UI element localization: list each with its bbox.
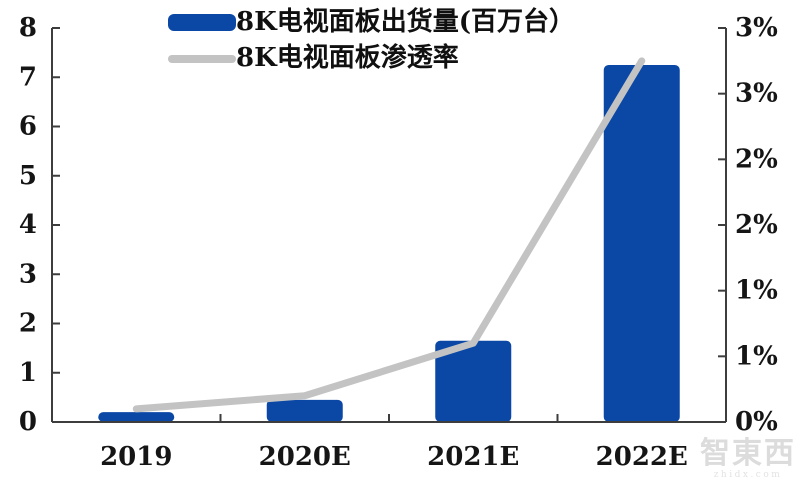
x-axis-label-2021E: 2021E	[427, 442, 519, 472]
bar-2020E	[266, 399, 343, 422]
left-axis-tick-label: 1	[19, 358, 37, 388]
legend-label-penetration: 8K电视面板渗透率	[236, 43, 459, 74]
left-axis-tick-label: 3	[19, 259, 37, 289]
x-axis-label-2022E: 2022E	[596, 442, 688, 472]
left-axis-tick-label: 6	[19, 112, 37, 142]
right-axis-tick-label: 1%	[735, 341, 778, 371]
right-axis-tick-label: 3%	[735, 13, 778, 43]
left-axis-tick-label: 8	[19, 13, 37, 43]
right-axis-tick-label: 0%	[735, 407, 778, 437]
right-axis-tick-label: 3%	[735, 79, 778, 109]
bar-2022E	[603, 64, 680, 422]
legend-bar-swatch-icon	[168, 14, 236, 31]
legend-item-penetration: 8K电视面板渗透率	[168, 42, 575, 75]
legend-label-shipments: 8K电视面板出货量(百万台）	[236, 7, 575, 38]
left-axis-tick-label: 4	[19, 210, 37, 240]
left-axis-tick-label: 2	[19, 309, 37, 339]
penetration-line	[132, 57, 646, 413]
left-axis-tick-label: 7	[19, 62, 37, 92]
bar-2019	[98, 412, 175, 422]
bar-2021E	[435, 340, 512, 422]
right-axis-tick-label: 1%	[735, 276, 778, 306]
left-axis-tick-label: 5	[19, 161, 37, 191]
legend-line-swatch-icon	[168, 54, 236, 63]
right-axis-tick-label: 2%	[735, 210, 778, 240]
chart-legend: 8K电视面板出货量(百万台） 8K电视面板渗透率	[168, 6, 575, 75]
left-axis-tick-label: 0	[19, 407, 37, 437]
x-axis-label-2020E: 2020E	[259, 442, 351, 472]
right-axis-tick-label: 2%	[735, 144, 778, 174]
legend-item-shipments: 8K电视面板出货量(百万台）	[168, 6, 575, 39]
x-axis-label-2019: 2019	[100, 442, 172, 472]
